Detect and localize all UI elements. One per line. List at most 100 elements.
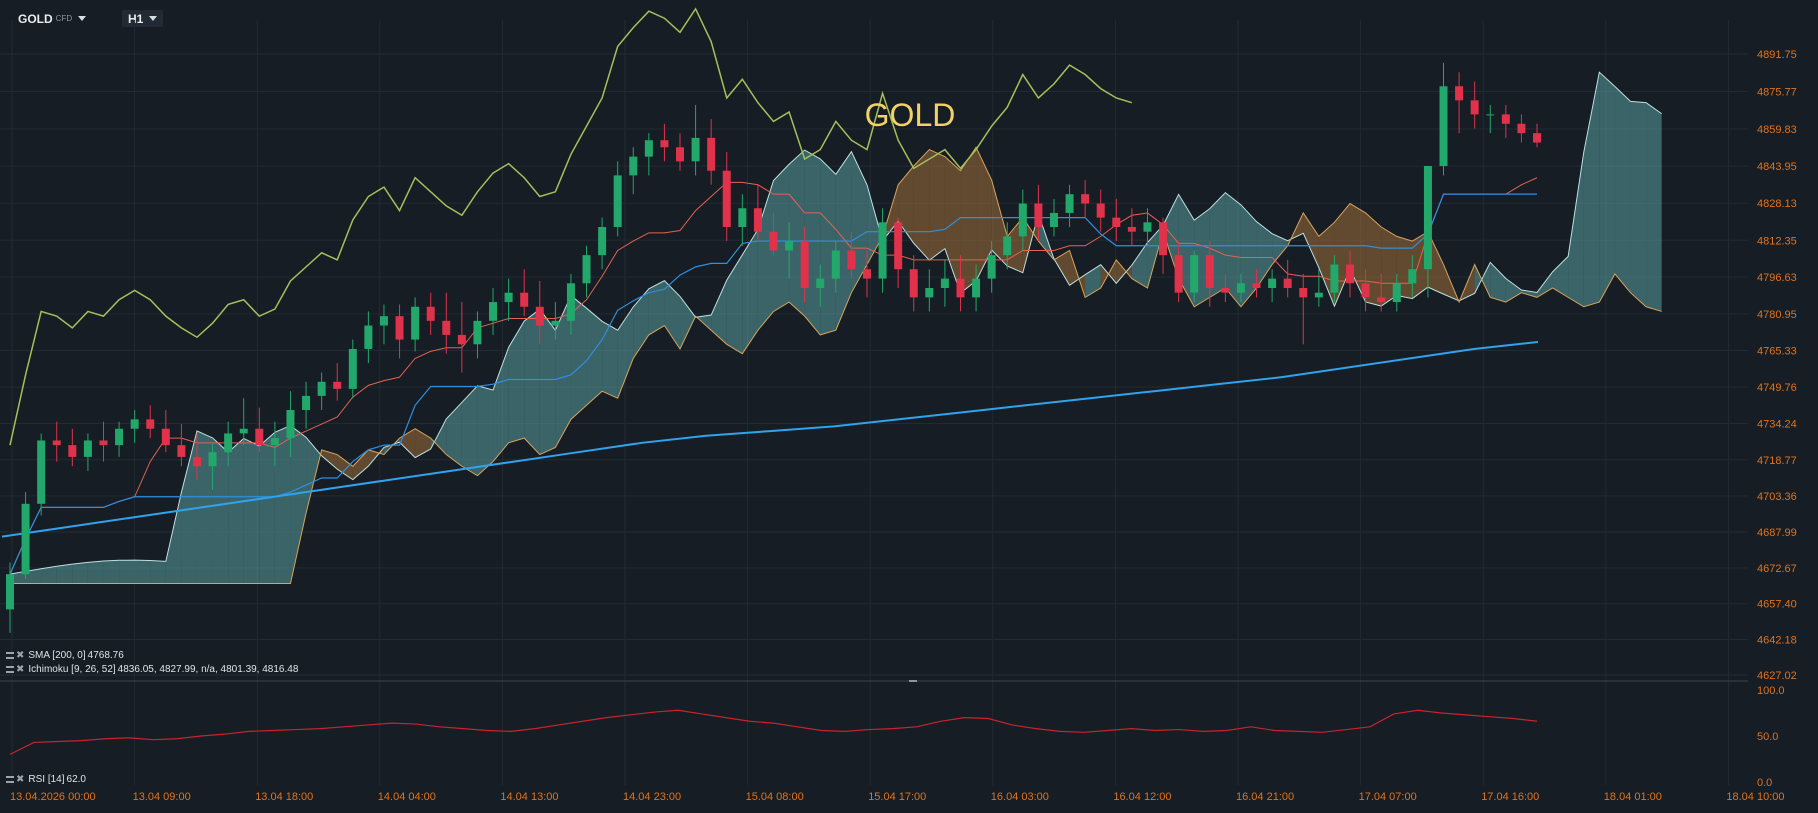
cloud-segment: [773, 164, 790, 312]
cloud-segment: [430, 418, 447, 455]
candle-body: [457, 334, 466, 345]
cloud-segment: [586, 308, 603, 406]
cloud-segment: [976, 147, 992, 281]
candle-body: [987, 255, 996, 279]
rsi-name: RSI [14]: [28, 774, 65, 785]
candle-body: [1127, 227, 1136, 232]
ichimoku-indicator-label: ✖ Ichimoku [9, 26, 52] 4836.05, 4827.99,…: [6, 664, 298, 675]
cloud-segment: [290, 425, 307, 584]
candle-body: [520, 292, 529, 307]
candle-body: [738, 208, 747, 228]
price-tick-label: 4734.24: [1757, 418, 1797, 430]
candle-body: [1049, 212, 1058, 228]
sma-name: SMA [200, 0]: [28, 650, 86, 661]
cloud-segment: [913, 149, 930, 261]
cloud-segment: [742, 229, 758, 354]
candle-body: [208, 452, 217, 467]
settings-icon[interactable]: [6, 652, 14, 659]
chikou-span-line: [9, 7, 1133, 446]
cloud-segment: [820, 158, 836, 335]
price-tick-label: 4843.95: [1757, 161, 1797, 173]
candle-body: [582, 255, 591, 284]
candle-body: [598, 227, 607, 256]
candle-body: [707, 137, 716, 171]
price-tick-label: 4749.76: [1757, 382, 1797, 394]
candle-body: [1533, 133, 1541, 143]
cloud-segment: [1240, 204, 1257, 307]
cloud-segment: [352, 449, 369, 480]
cloud-segment: [87, 561, 104, 584]
cloud-segment: [1552, 256, 1569, 298]
close-icon[interactable]: ✖: [16, 773, 25, 785]
candle-body: [286, 409, 295, 439]
candle-body: [1423, 166, 1432, 270]
close-icon[interactable]: ✖: [16, 663, 25, 675]
time-tick-label: 18.04 10:00: [1726, 791, 1784, 803]
candle-body: [816, 278, 825, 288]
cloud-segment: [1053, 250, 1070, 286]
time-tick-label: 14.04 13:00: [500, 791, 558, 803]
candle-body: [972, 278, 981, 298]
settings-icon[interactable]: [6, 776, 14, 783]
cloud-segment: [648, 280, 665, 335]
settings-icon[interactable]: [6, 666, 14, 673]
candle-body: [1486, 114, 1495, 116]
candle-body: [894, 222, 903, 270]
chart-grid: [0, 20, 1748, 785]
cloud-segment: [508, 321, 525, 443]
candle-body: [1361, 283, 1370, 298]
cloud-segment: [1131, 242, 1148, 288]
price-tick-label: 4627.02: [1757, 670, 1797, 682]
candle-body: [1018, 203, 1027, 237]
price-tick-label: 4765.33: [1757, 346, 1797, 358]
cloud-segment: [664, 280, 681, 349]
candle-body: [1439, 86, 1448, 167]
cloud-segment: [165, 492, 182, 584]
close-icon[interactable]: ✖: [16, 649, 25, 661]
cloud-segment: [134, 560, 151, 584]
candle-body: [1143, 222, 1152, 232]
cloud-segment: [1116, 259, 1132, 284]
candle-body: [37, 440, 46, 504]
time-tick-label: 16.04 12:00: [1113, 791, 1171, 803]
cloud-segment: [461, 385, 478, 476]
cloud-segment: [944, 156, 961, 294]
candle-body: [255, 428, 264, 446]
candle-body: [1470, 100, 1479, 115]
ichimoku-name: Ichimoku [9, 26, 52]: [28, 664, 116, 675]
candle-body: [333, 381, 342, 389]
candle-body: [99, 440, 108, 446]
candle-body: [925, 287, 934, 298]
candle-body: [115, 428, 124, 446]
cloud-segment: [1303, 212, 1319, 268]
candle-body: [317, 381, 326, 396]
cloud-segment: [368, 447, 384, 467]
candle-body: [1283, 278, 1292, 288]
cloud-segment: [1505, 278, 1522, 303]
cloud-segment: [804, 150, 821, 335]
candle-body: [862, 269, 871, 279]
time-tick-label: 13.04.2026 00:00: [10, 791, 96, 803]
timeframe-selector[interactable]: H1: [122, 10, 164, 27]
timeframe-label: H1: [128, 11, 144, 26]
candle-body: [473, 320, 482, 345]
symbol-selector[interactable]: GOLD CFD: [18, 10, 87, 27]
candle-body: [411, 306, 420, 340]
cloud-segment: [243, 438, 260, 584]
candle-body: [847, 250, 856, 270]
cloud-segment: [119, 560, 135, 584]
candle-body: [1392, 283, 1401, 303]
time-tick-label: 15.04 08:00: [746, 791, 804, 803]
cloud-segment: [181, 430, 197, 584]
candle-body: [1346, 264, 1355, 284]
rsi-tick-label: 50.0: [1757, 731, 1778, 743]
candle-body: [1299, 287, 1308, 298]
candle-body: [956, 278, 965, 298]
cloud-segment: [1490, 262, 1506, 303]
candle-body: [769, 231, 778, 251]
chevron-down-icon: [78, 16, 87, 21]
cloud-segment: [1256, 221, 1273, 288]
candle-body: [1517, 123, 1526, 134]
price-axis: 4891.75 4875.77 4859.83 4843.95 4828.13 4812.…: [1757, 49, 1797, 682]
